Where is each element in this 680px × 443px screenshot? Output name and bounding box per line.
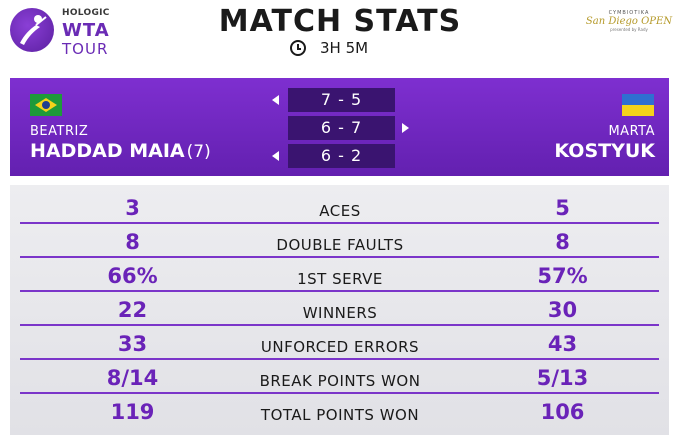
stat-row-unforced-errors: 33 UNFORCED ERRORS 43 (10, 326, 669, 360)
event-sponsor: CYMBIOTIKA (608, 10, 650, 16)
page-title: MATCH STATS (218, 4, 462, 39)
stat-row-total-points-won: 119 TOTAL POINTS WON 106 (10, 394, 669, 428)
player1-stat: 66% (107, 264, 158, 288)
stat-row-aces: 3 ACES 5 (10, 190, 669, 224)
wta-logo: HOLOGIC WTA TOUR (10, 6, 140, 58)
stat-label: UNFORCED ERRORS (260, 338, 420, 356)
row-divider (20, 358, 659, 360)
stat-label: TOTAL POINTS WON (260, 406, 420, 424)
set1-score: 7 - 5 (288, 88, 395, 112)
row-divider (20, 324, 659, 326)
stat-row-first-serve: 66% 1ST SERVE 57% (10, 258, 669, 292)
stat-label: 1ST SERVE (297, 270, 383, 288)
ukraine-flag-icon (622, 94, 654, 116)
player1-last-name: HADDAD MAIA (7) (30, 140, 211, 162)
player2-stat: 5 (555, 196, 570, 220)
player1-surname: HADDAD MAIA (30, 140, 185, 162)
set2-winner-arrow-icon (402, 123, 409, 133)
hologic-label: HOLOGIC (62, 8, 110, 18)
stat-label: WINNERS (302, 304, 378, 322)
event-logo: CYMBIOTIKA San Diego OPEN presented by R… (584, 10, 674, 50)
event-presenter: presented by Rady (610, 27, 648, 32)
player1-first-name: BEATRIZ (30, 124, 89, 139)
stat-label: BREAK POINTS WON (259, 372, 421, 390)
set2-score: 6 - 7 (288, 116, 395, 140)
row-divider (20, 290, 659, 292)
set3-score: 6 - 2 (288, 144, 395, 168)
tour-label: TOUR (62, 40, 109, 58)
stat-row-double-faults: 8 DOUBLE FAULTS 8 (10, 224, 669, 258)
stat-label: DOUBLE FAULTS (276, 236, 404, 254)
stat-label: ACES (319, 202, 361, 220)
row-divider (20, 256, 659, 258)
stat-row-break-points-won: 8/14 BREAK POINTS WON 5/13 (10, 360, 669, 394)
player1-stat: 22 (117, 298, 148, 322)
clock-icon (290, 40, 306, 56)
player2-stat: 43 (547, 332, 578, 356)
player2-stat: 5/13 (536, 366, 589, 390)
player1-seed: (7) (186, 142, 211, 162)
player2-stat: 106 (540, 400, 585, 424)
row-divider (20, 392, 659, 394)
player1-stat: 3 (125, 196, 140, 220)
player1-stat: 33 (117, 332, 148, 356)
row-divider (20, 222, 659, 224)
player2-last-name: KOSTYUK (554, 140, 655, 162)
player2-stat: 30 (547, 298, 578, 322)
player2-first-name: MARTA (608, 124, 655, 139)
set1-winner-arrow-icon (272, 95, 279, 105)
set3-winner-arrow-icon (272, 151, 279, 161)
event-name: San Diego OPEN (585, 16, 673, 27)
duration-value: 3H 5M (320, 39, 369, 57)
wta-player-emblem-icon (10, 8, 54, 52)
scoreboard-header: BEATRIZ HADDAD MAIA (7) MARTA KOSTYUK 7 -… (10, 78, 669, 176)
player1-stat: 119 (110, 400, 155, 424)
stat-row-winners: 22 WINNERS 30 (10, 292, 669, 326)
player1-stat: 8/14 (106, 366, 159, 390)
brazil-flag-icon (30, 94, 62, 116)
player2-stat: 8 (555, 230, 570, 254)
wta-label: WTA (62, 20, 110, 41)
stats-table: 3 ACES 5 8 DOUBLE FAULTS 8 66% 1ST SERVE… (10, 185, 669, 435)
player1-stat: 8 (125, 230, 140, 254)
player2-stat: 57% (537, 264, 588, 288)
match-duration: 3H 5M (290, 38, 368, 58)
